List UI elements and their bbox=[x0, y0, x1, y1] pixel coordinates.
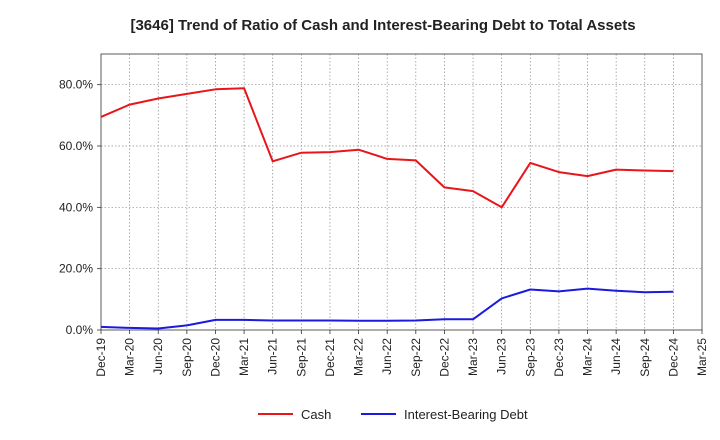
x-tick-label: Mar-24 bbox=[581, 338, 595, 376]
chart-title: [3646] Trend of Ratio of Cash and Intere… bbox=[130, 17, 635, 34]
series-line-interest-bearing-debt bbox=[100, 287, 674, 330]
x-tick-label: Dec-24 bbox=[666, 338, 680, 377]
legend-label-cash: Cash bbox=[301, 407, 331, 422]
x-tick-label: Jun-23 bbox=[495, 338, 509, 375]
x-tick-label: Mar-20 bbox=[123, 338, 137, 376]
x-tick-label: Sep-20 bbox=[180, 338, 194, 377]
x-tick-label: Jun-20 bbox=[151, 338, 165, 375]
x-tick-label: Dec-19 bbox=[94, 338, 108, 377]
y-axis: 0.0% 20.0% 40.0% 60.0% 80.0% bbox=[59, 78, 101, 337]
x-tick-label: Dec-20 bbox=[208, 338, 222, 377]
x-tick-label: Jun-21 bbox=[266, 338, 280, 375]
x-tick-label: Mar-25 bbox=[695, 338, 709, 376]
y-tick-label: 20.0% bbox=[59, 262, 93, 276]
x-tick-label: Sep-22 bbox=[409, 338, 423, 377]
plot-area bbox=[100, 53, 703, 331]
grid bbox=[101, 54, 702, 330]
legend-label-debt: Interest-Bearing Debt bbox=[404, 407, 528, 422]
x-tick-label: Sep-24 bbox=[638, 338, 652, 377]
x-tick-label: Jun-24 bbox=[609, 338, 623, 375]
x-tick-label: Mar-23 bbox=[466, 338, 480, 376]
legend: Cash Interest-Bearing Debt bbox=[258, 407, 528, 422]
y-tick-label: 40.0% bbox=[59, 200, 93, 214]
x-tick-label: Jun-22 bbox=[380, 338, 394, 375]
y-tick-label: 0.0% bbox=[66, 323, 94, 337]
x-axis: Dec-19 Mar-20 Jun-20 Sep-20 Dec-20 Mar-21 Jun-… bbox=[94, 330, 709, 377]
x-tick-label: Dec-21 bbox=[323, 338, 337, 377]
series-line-cash bbox=[100, 87, 674, 209]
y-tick-label: 60.0% bbox=[59, 139, 93, 153]
x-tick-label: Dec-23 bbox=[552, 338, 566, 377]
x-tick-label: Mar-21 bbox=[237, 338, 251, 376]
series-lines bbox=[100, 87, 674, 330]
x-tick-label: Dec-22 bbox=[437, 338, 451, 377]
x-tick-label: Sep-23 bbox=[523, 338, 537, 377]
y-tick-label: 80.0% bbox=[59, 78, 93, 92]
x-tick-label: Sep-21 bbox=[294, 338, 308, 377]
x-tick-label: Mar-22 bbox=[352, 338, 366, 376]
